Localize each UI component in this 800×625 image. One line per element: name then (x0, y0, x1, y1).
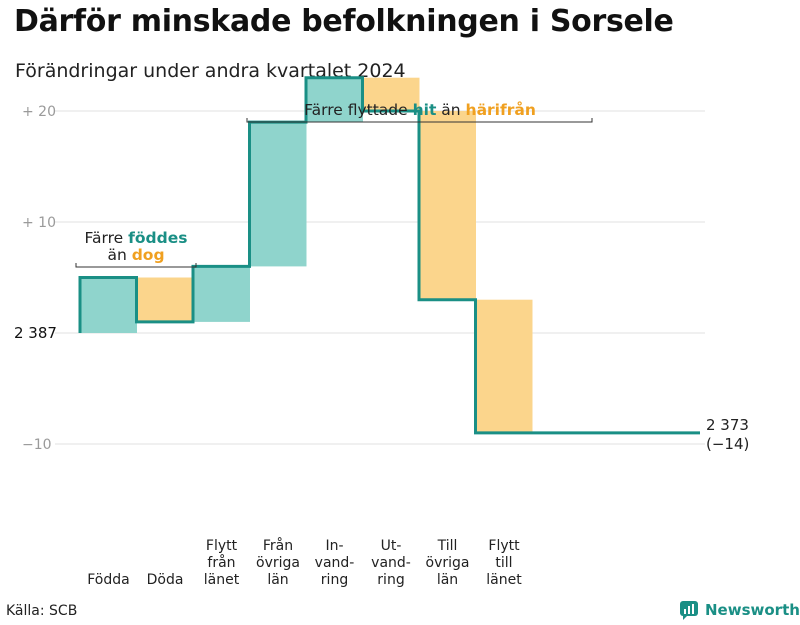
bar (362, 77, 420, 111)
y-tick-label: + 20 (22, 104, 56, 120)
end-change-label: (−14) (706, 435, 749, 453)
bar (419, 111, 476, 300)
bar (136, 277, 194, 322)
chart-title: Därför minskade befolkningen i Sorsele (14, 4, 674, 39)
bar (306, 77, 363, 123)
start-value-label: 2 387 (14, 324, 57, 342)
end-value-label: 2 373 (706, 416, 749, 434)
bar (249, 122, 307, 267)
category-label: Flytt till länet (486, 538, 522, 588)
annotation-births: Färre föddes (85, 229, 188, 247)
bar (475, 299, 533, 433)
category-label: Flytt från länet (204, 538, 240, 588)
bar (80, 277, 137, 333)
cumulative-line (78, 76, 700, 435)
y-tick-label: −10 (22, 437, 52, 453)
category-label: Födda (87, 572, 129, 588)
y-tick-label: + 10 (22, 215, 56, 231)
annotation-migration: Färre flyttade hit än härifrån (304, 100, 536, 119)
bar (193, 266, 250, 322)
category-label: Till övriga län (426, 538, 470, 588)
newsworthy-icon (680, 601, 698, 620)
source-note: Källa: SCB (6, 603, 78, 619)
category-label: Från övriga län (256, 537, 300, 588)
category-label: Ut-vand-ring (371, 538, 411, 588)
annotation-bracket (246, 118, 593, 123)
category-label: In-vand-ring (315, 538, 355, 588)
category-label: Döda (147, 572, 184, 588)
brand-name: Newsworthy (705, 601, 800, 619)
annotation-deaths: än dog (107, 246, 164, 264)
brand-logo: Newsworthy (679, 600, 800, 620)
annotation-bracket (75, 263, 197, 268)
